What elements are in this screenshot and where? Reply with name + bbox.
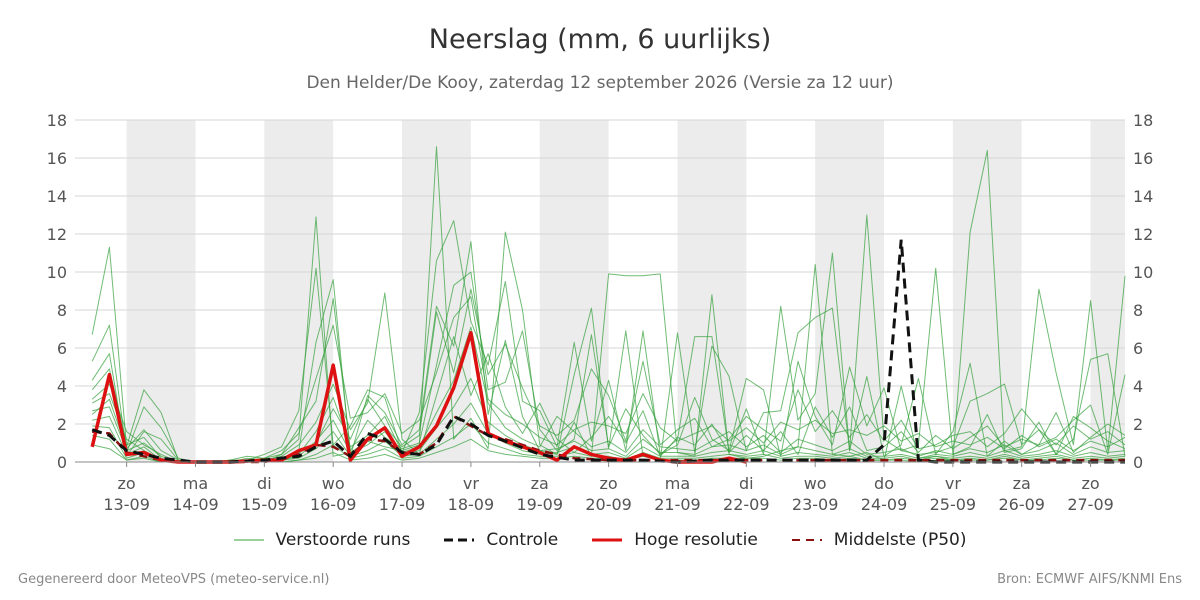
- day-band-3: [539, 120, 609, 462]
- y-tick-label-left-0: 0: [57, 453, 67, 472]
- x-tick-day-5: vr: [463, 474, 479, 493]
- legend-swatch-verstoorde-runs: [233, 539, 264, 541]
- legend-item-controle[interactable]: Controle: [444, 530, 558, 550]
- x-tick-day-10: wo: [804, 474, 827, 493]
- y-tick-label-right-2: 2: [1133, 415, 1143, 434]
- y-tick-label-right-10: 10: [1133, 263, 1153, 282]
- y-tick-label-right-6: 6: [1133, 339, 1143, 358]
- y-tick-label-left-6: 6: [57, 339, 67, 358]
- x-tick-day-4: do: [392, 474, 412, 493]
- x-tick-date-3: 16-09: [310, 495, 357, 514]
- y-tick-label-right-0: 0: [1133, 453, 1143, 472]
- y-tick-label-left-18: 18: [47, 111, 67, 130]
- footer-credit: Gegenereerd door MeteoVPS (meteo-service…: [18, 572, 330, 587]
- y-tick-label-left-12: 12: [47, 225, 67, 244]
- x-tick-date-1: 14-09: [172, 495, 219, 514]
- day-band-6: [952, 120, 1022, 462]
- legend-swatch-hoge-resolutie: [592, 538, 623, 542]
- legend-label-controle: Controle: [486, 530, 559, 550]
- legend: Verstoorde runs Controle Hoge resolutie …: [0, 530, 1200, 550]
- legend-swatch-controle: [444, 538, 475, 542]
- y-tick-label-left-10: 10: [47, 263, 67, 282]
- x-tick-day-3: wo: [322, 474, 345, 493]
- x-tick-day-8: ma: [665, 474, 690, 493]
- x-tick-date-0: 13-09: [103, 495, 150, 514]
- y-tick-label-left-16: 16: [47, 149, 67, 168]
- x-tick-day-7: zo: [600, 474, 618, 493]
- x-tick-day-9: di: [739, 474, 754, 493]
- legend-swatch-middelste-p50: [791, 539, 822, 541]
- x-tick-date-6: 19-09: [517, 495, 564, 514]
- legend-item-middelste-p50[interactable]: Middelste (P50): [791, 530, 967, 550]
- chart-subtitle: Den Helder/De Kooy, zaterdag 12 septembe…: [306, 73, 894, 93]
- x-tick-date-8: 21-09: [654, 495, 701, 514]
- day-band-0: [126, 120, 196, 462]
- y-tick-label-left-4: 4: [57, 377, 67, 396]
- chart-title: Neerslag (mm, 6 uurlijks): [428, 24, 772, 55]
- x-tick-date-13: 26-09: [998, 495, 1045, 514]
- x-tick-day-13: za: [1013, 474, 1031, 493]
- x-tick-date-12: 25-09: [930, 495, 977, 514]
- legend-label-hoge-resolutie: Hoge resolutie: [634, 530, 758, 550]
- legend-label-verstoorde-runs: Verstoorde runs: [275, 530, 411, 550]
- x-tick-date-4: 17-09: [379, 495, 426, 514]
- day-band-7: [1090, 120, 1125, 462]
- x-tick-day-0: zo: [118, 474, 136, 493]
- y-tick-label-right-4: 4: [1133, 377, 1143, 396]
- legend-item-verstoorde-runs[interactable]: Verstoorde runs: [233, 530, 411, 550]
- x-tick-day-2: di: [257, 474, 272, 493]
- x-axis: zo 13-09 ma 14-09 di 15-09 wo 16-09 do 17-09 vr 18-…: [75, 461, 1125, 514]
- x-tick-day-6: za: [531, 474, 549, 493]
- x-tick-date-2: 15-09: [241, 495, 288, 514]
- y-tick-label-left-8: 8: [57, 301, 67, 320]
- x-tick-day-11: do: [874, 474, 894, 493]
- x-tick-date-10: 23-09: [792, 495, 839, 514]
- y-tick-label-left-2: 2: [57, 415, 67, 434]
- day-band-4: [677, 120, 747, 462]
- y-tick-label-left-14: 14: [47, 187, 67, 206]
- y-axis: 0 0 2 2 4 4 6 6 8 8 10 10 12 12 14 14 16 16 18 18: [47, 111, 1154, 472]
- y-tick-label-right-18: 18: [1133, 111, 1153, 130]
- x-tick-date-11: 24-09: [861, 495, 908, 514]
- y-tick-label-right-12: 12: [1133, 225, 1153, 244]
- day-bands: [126, 120, 1125, 462]
- x-tick-date-9: 22-09: [723, 495, 770, 514]
- y-tick-label-right-8: 8: [1133, 301, 1143, 320]
- footer-source: Bron: ECMWF AIFS/KNMI Ens: [997, 572, 1182, 587]
- x-tick-day-14: zo: [1081, 474, 1099, 493]
- x-tick-date-7: 20-09: [585, 495, 632, 514]
- legend-item-hoge-resolutie[interactable]: Hoge resolutie: [592, 530, 758, 550]
- y-tick-label-right-16: 16: [1133, 149, 1153, 168]
- legend-label-middelste-p50: Middelste (P50): [833, 530, 967, 550]
- x-tick-date-5: 18-09: [448, 495, 495, 514]
- y-tick-label-right-14: 14: [1133, 187, 1153, 206]
- day-band-2: [402, 120, 471, 462]
- ensemble-member-11: [91, 296, 1126, 463]
- x-tick-date-14: 27-09: [1067, 495, 1114, 514]
- x-tick-day-1: ma: [183, 474, 208, 493]
- x-tick-day-12: vr: [945, 474, 961, 493]
